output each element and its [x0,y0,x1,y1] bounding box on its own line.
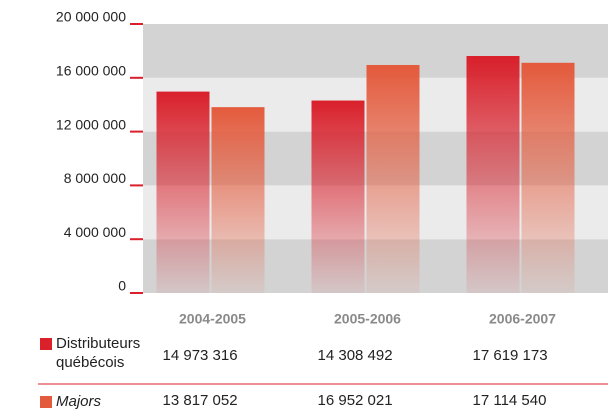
value-label: 14 308 492 [317,347,393,364]
bar [211,107,265,294]
bar [156,91,210,293]
y-tick-label: 20 000 000 [56,9,126,25]
value-label: 17 114 540 [472,392,547,409]
bar [521,62,575,294]
value-label: 16 952 021 [317,392,393,409]
bar [366,64,420,293]
y-tick-label: 0 [118,278,126,294]
legend-swatch [40,396,52,408]
legend-label: Majors [56,393,102,409]
bar [311,100,365,293]
x-tick-label: 2004-2005 [179,311,246,327]
legend-swatch [40,338,52,350]
value-label: 13 817 052 [162,392,238,409]
x-tick-label: 2006-2007 [489,311,556,327]
y-tick-label: 16 000 000 [56,63,126,79]
value-label: 14 973 316 [162,347,238,364]
legend-label: Distributeurs québécois [56,335,141,371]
x-tick-label: 2005-2006 [334,311,401,327]
y-tick-label: 4 000 000 [64,224,126,240]
y-tick-label: 8 000 000 [64,170,126,186]
y-tick-label: 12 000 000 [56,116,126,132]
value-label: 17 619 173 [472,347,548,364]
bar [466,56,520,293]
